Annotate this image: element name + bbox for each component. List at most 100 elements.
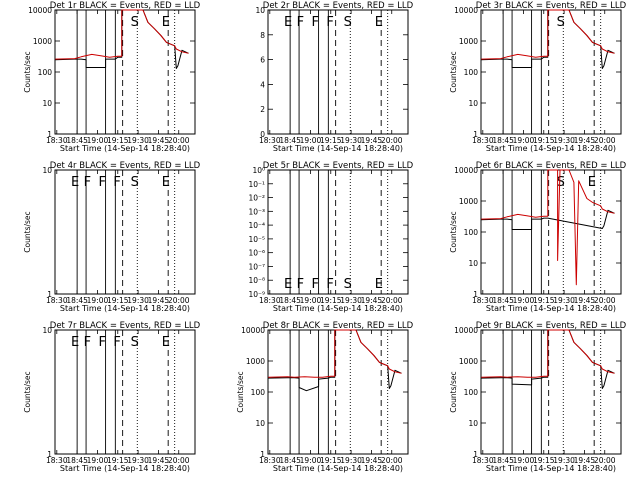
x-tick-label: 18:30 [472, 296, 494, 305]
panel-det-4: Det 4r BLACK = Events, RED = LLD 1 10 18:30… [23, 161, 201, 313]
x-tick-label: 19:30 [340, 136, 362, 145]
y-tick-label: 1 [473, 290, 478, 299]
x-tick-label: 19:30 [340, 296, 362, 305]
y-tick-label: 100 [464, 388, 479, 397]
x-tick-label: 19:15 [107, 136, 129, 145]
x-tick-label: 19:15 [107, 456, 129, 465]
panel-det-2: Det 2r BLACK = Events, RED = LLD 0 2 4 6 8 10 1… [255, 1, 413, 153]
x-tick-label: 18:45 [279, 456, 301, 465]
y-tick-label: 10⁻⁵ [248, 235, 265, 244]
x-tick-label: 19:45 [361, 136, 383, 145]
event-marker-label: F [113, 175, 120, 190]
y-tick-label: 1 [260, 450, 265, 459]
event-marker-label: F [326, 15, 333, 30]
x-tick-label: 19:00 [87, 296, 109, 305]
y-tick-label: 10000 [454, 166, 478, 175]
y-tick-label: 10000 [28, 6, 52, 15]
x-tick-label: 18:30 [259, 296, 281, 305]
y-tick-label: 1 [47, 130, 52, 139]
y-tick-label: 10⁻¹ [248, 180, 265, 189]
x-tick-label: 20:00 [168, 456, 190, 465]
y-axis-label: Counts/sec [23, 211, 32, 252]
y-tick-label: 4 [260, 80, 265, 89]
y-tick-label: 10 [468, 419, 478, 428]
x-tick-label: 20:00 [381, 456, 403, 465]
x-tick-label: 19:45 [574, 456, 596, 465]
y-tick-label: 1 [473, 130, 478, 139]
x-tick-label: 18:45 [66, 456, 88, 465]
x-tick-label: 18:45 [66, 136, 88, 145]
event-marker-label: E [162, 175, 170, 190]
event-marker-label: S [344, 15, 352, 30]
x-tick-label: 18:45 [279, 296, 301, 305]
event-marker-label: E [284, 15, 292, 30]
panel-title: Det 6r BLACK = Events, RED = LLD [476, 161, 627, 171]
y-tick-label: 100 [251, 388, 266, 397]
panel-det-3: Det 3r BLACK = Events, RED = LLD 1 10 100 10… [449, 1, 627, 153]
x-tick-label: 19:00 [300, 296, 322, 305]
y-tick-label: 1000 [459, 197, 478, 206]
x-tick-label: 19:15 [320, 136, 342, 145]
event-marker-label: S [131, 175, 139, 190]
x-tick-label: 19:45 [361, 456, 383, 465]
x-axis-label: Start Time (14-Sep-14 18:28:40) [486, 144, 616, 153]
event-marker-label: F [113, 335, 120, 350]
event-marker-label: F [311, 277, 318, 292]
panel-det-7: Det 7r BLACK = Events, RED = LLD 1 10 18:30… [23, 321, 201, 473]
x-tick-label: 19:45 [148, 456, 170, 465]
x-tick-label: 18:45 [492, 136, 514, 145]
x-tick-label: 18:30 [46, 456, 68, 465]
event-marker-label: F [297, 277, 304, 292]
x-axis-label: Start Time (14-Sep-14 18:28:40) [273, 464, 403, 473]
x-tick-label: 20:00 [381, 136, 403, 145]
y-tick-label: 10⁻⁷ [248, 262, 265, 271]
x-tick-label: 19:45 [574, 136, 596, 145]
x-axis-label: Start Time (14-Sep-14 18:28:40) [273, 144, 403, 153]
x-axis-label: Start Time (14-Sep-14 18:28:40) [486, 304, 616, 313]
x-tick-label: 19:15 [533, 456, 555, 465]
event-marker-label: E [71, 175, 79, 190]
x-tick-label: 20:00 [594, 456, 616, 465]
panel-title: Det 5r BLACK = Events, RED = LLD [263, 161, 414, 171]
x-tick-label: 19:30 [127, 136, 149, 145]
y-tick-label: 10 [42, 166, 52, 175]
x-tick-label: 19:30 [553, 136, 575, 145]
x-tick-label: 19:45 [574, 296, 596, 305]
y-tick-label: 1000 [459, 37, 478, 46]
y-tick-label: 1 [47, 450, 52, 459]
x-tick-label: 19:30 [127, 456, 149, 465]
y-tick-label: 10⁻⁹ [248, 290, 265, 299]
x-tick-label: 20:00 [594, 296, 616, 305]
plot-frame [480, 329, 622, 455]
x-tick-label: 19:45 [148, 136, 170, 145]
y-tick-label: 100 [464, 228, 479, 237]
event-marker-label: S [131, 335, 139, 350]
x-tick-label: 19:45 [148, 296, 170, 305]
x-tick-label: 19:00 [300, 456, 322, 465]
y-tick-label: 10 [468, 259, 478, 268]
y-tick-label: 10⁻⁶ [248, 249, 265, 258]
lld-series-line [481, 169, 615, 286]
y-axis-label: Counts/sec [449, 371, 458, 412]
y-axis-label: Counts/sec [449, 51, 458, 92]
x-tick-label: 20:00 [594, 136, 616, 145]
y-tick-label: 10⁰ [252, 166, 265, 175]
x-tick-label: 19:00 [513, 296, 535, 305]
x-axis-label: Start Time (14-Sep-14 18:28:40) [486, 464, 616, 473]
x-tick-label: 19:00 [513, 456, 535, 465]
panel-det-1: Det 1r BLACK = Events, RED = LLD 1 10 100 10… [23, 1, 201, 153]
event-marker-label: E [162, 15, 170, 30]
x-tick-label: 19:30 [340, 456, 362, 465]
y-tick-label: 100 [464, 68, 479, 77]
event-marker-label: F [326, 277, 333, 292]
x-tick-label: 19:00 [87, 136, 109, 145]
event-marker-label: F [98, 335, 105, 350]
lld-series-line [481, 329, 615, 378]
panel-title: Det 2r BLACK = Events, RED = LLD [263, 1, 414, 11]
panel-det-8: Det 8r BLACK = Events, RED = LLD 1 10 100 10… [236, 321, 414, 473]
y-tick-label: 10 [255, 419, 265, 428]
x-tick-label: 19:30 [553, 296, 575, 305]
lld-series-line [268, 329, 402, 378]
y-tick-label: 10000 [241, 326, 265, 335]
